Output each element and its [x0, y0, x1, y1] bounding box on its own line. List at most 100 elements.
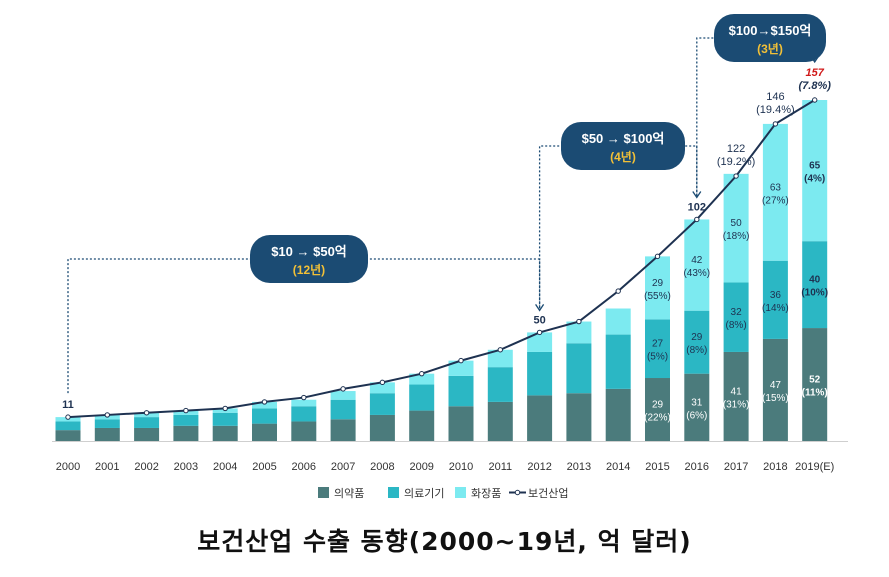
segment-percent: (18%): [723, 231, 750, 242]
line-point: [458, 357, 464, 364]
x-tick-label: 2018: [763, 461, 787, 473]
callout-arrow: [535, 304, 545, 312]
callout-years: (3년): [757, 42, 783, 56]
bar-2017-series0: [723, 351, 749, 441]
segment-percent: (55%): [644, 291, 671, 302]
callouts-layer: $10 → $50억 (12년) $50 → $100억 (4년) $100→$150억…: [67, 14, 826, 394]
callout-box: [714, 14, 826, 62]
bar-2017-series1: [723, 282, 749, 352]
bar-2010-series0: [448, 406, 474, 441]
total-label: 146: [766, 91, 784, 103]
segment-value: 31: [691, 397, 703, 408]
bar-2018-series2: [762, 123, 788, 261]
bar-2014-series1: [605, 334, 631, 389]
bar-2011-series1: [487, 367, 513, 402]
bar-2015-series1: [645, 319, 670, 379]
bar-2006-series1: [291, 406, 317, 422]
bar-2016-series0: [684, 373, 710, 441]
bar-2009-series1: [409, 384, 435, 411]
segment-labels-layer: 29 (22%) 27 (5%) 29 (55%) 31 (6%) 29 (8%) 42 (43%) 4…: [644, 161, 828, 424]
growth-label: (19.4%): [756, 104, 795, 116]
line-point: [261, 399, 268, 405]
line-point: [694, 216, 700, 223]
line-point: [497, 347, 503, 353]
segment-value: 63: [770, 182, 782, 193]
bar-2011-series2: [487, 349, 513, 368]
total-labels-layer: 11 50 102 122(19.2%) 146(19.4%) 157(7.8%): [62, 67, 831, 411]
bar-2010-series2: [448, 360, 474, 376]
legend-label: 화장품: [471, 487, 501, 500]
bar-2009-series0: [409, 410, 435, 441]
bar-2005-series1: [252, 408, 277, 424]
bar-2007-series0: [330, 419, 356, 441]
segment-percent: (8%): [726, 320, 747, 331]
bar-2011-series0: [487, 401, 513, 441]
bar-2004-series1: [212, 412, 238, 426]
segment-percent: (14%): [762, 303, 789, 314]
callout-box: [561, 122, 685, 170]
bar-2002-series1: [134, 417, 160, 428]
bar-2006-series2: [291, 399, 317, 407]
x-tick-label: 2014: [606, 461, 630, 473]
callout-connector: [538, 145, 698, 309]
x-tick-label: 2017: [724, 461, 748, 473]
segment-value: 29: [691, 332, 703, 343]
bar-2004-series0: [212, 425, 238, 441]
legend: 의약품 의료기기 화장품 보건산업: [318, 486, 568, 500]
total-label: 157: [806, 67, 825, 79]
bar-2001-series1: [94, 419, 120, 428]
line-point: [65, 414, 71, 420]
segment-value: 36: [770, 290, 782, 301]
bar-2013-series0: [566, 393, 592, 441]
total-label: 11: [62, 399, 74, 411]
callout-arrow: [692, 191, 702, 199]
legend-line-marker: [514, 489, 521, 496]
segment-percent: (43%): [683, 268, 710, 279]
legend-label: 의료기기: [404, 487, 444, 500]
total-line-layer: [65, 97, 818, 420]
x-tick-label: 2010: [449, 461, 473, 473]
bar-2003-series0: [173, 425, 199, 441]
bar-2012-series1: [527, 351, 553, 396]
bar-2005-series2: [252, 401, 277, 409]
bar-2012-series2: [527, 332, 553, 352]
line-point: [222, 405, 228, 412]
line-point: [812, 97, 818, 103]
bar-2015-series0: [645, 378, 670, 441]
bar-2008-series1: [369, 393, 395, 415]
bar-2017-series2: [723, 173, 749, 283]
bar-2019(E)-series1: [802, 241, 828, 329]
bar-2016-series2: [684, 219, 710, 311]
bars-layer: [55, 100, 828, 441]
segment-value: 27: [652, 339, 664, 350]
segment-value: 42: [691, 255, 703, 266]
line-point: [654, 253, 661, 260]
x-tick-label: 2005: [252, 461, 276, 473]
segment-percent: (11%): [802, 388, 828, 399]
segment-value: 52: [809, 375, 821, 386]
x-axis: 2000 2001 2002 2003 2004 2005 2006 2007 2008 2009…: [52, 441, 848, 473]
legend-swatch: [388, 487, 399, 498]
callout-box: [250, 235, 368, 283]
x-tick-label: 2008: [370, 461, 394, 473]
callout-title: $10 → $50억: [271, 244, 347, 259]
line-point: [183, 407, 189, 414]
segment-percent: (22%): [644, 413, 671, 424]
bar-2013-series2: [566, 321, 592, 344]
line-point: [772, 121, 779, 127]
bar-2019(E)-series2: [802, 100, 828, 242]
x-tick-label: 2016: [685, 461, 709, 473]
segment-percent: (8%): [686, 345, 707, 356]
x-tick-label: 2012: [527, 461, 551, 473]
line-point: [301, 394, 307, 401]
line-point: [615, 288, 621, 294]
stacked-bar-chart: 29 (22%) 27 (5%) 29 (55%) 31 (6%) 29 (8%) 42 (43%) 4…: [52, 14, 848, 500]
bar-2007-series2: [330, 391, 356, 400]
callout-years: (12년): [293, 263, 325, 277]
total-label: 102: [688, 201, 706, 213]
x-tick-label: 2007: [331, 461, 355, 473]
total-label: 122: [727, 143, 745, 155]
bar-2016-series1: [684, 310, 710, 374]
segment-value: 29: [652, 278, 664, 289]
bar-2001-series0: [94, 427, 120, 441]
